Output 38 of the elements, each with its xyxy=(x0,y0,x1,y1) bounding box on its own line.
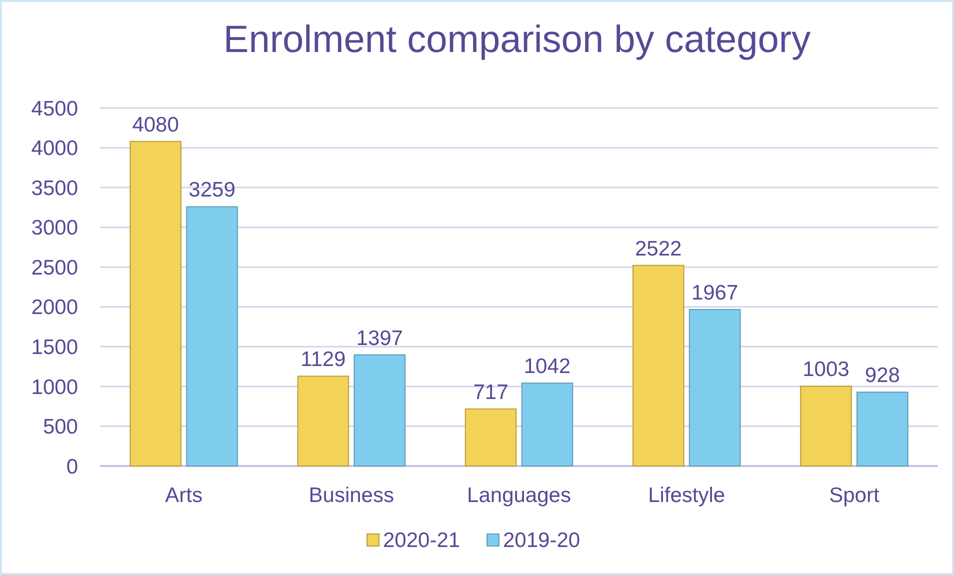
bar xyxy=(130,140,182,466)
x-tick-label: Arts xyxy=(165,484,202,507)
data-label: 1042 xyxy=(524,355,571,378)
bar xyxy=(297,376,350,466)
bar xyxy=(800,386,852,466)
data-label: 1967 xyxy=(691,282,738,305)
y-tick-label: 500 xyxy=(42,416,78,439)
chart-title: Enrolment comparison by category xyxy=(223,19,811,61)
bar xyxy=(856,392,908,466)
y-tick-label: 4500 xyxy=(31,97,78,120)
data-label: 928 xyxy=(864,364,900,388)
bar xyxy=(688,309,741,466)
data-label: 717 xyxy=(473,380,508,404)
y-tick-label: 3000 xyxy=(31,216,78,240)
y-tick-label: 2500 xyxy=(31,256,78,280)
data-label: 2522 xyxy=(635,237,682,260)
data-label: 4080 xyxy=(132,113,179,136)
data-label: 1397 xyxy=(356,326,403,350)
x-tick-label: Sport xyxy=(829,484,880,507)
data-label: 1129 xyxy=(300,348,346,372)
bar xyxy=(464,408,517,466)
data-label: 3259 xyxy=(188,178,236,202)
y-tick-label: 3500 xyxy=(31,176,78,200)
bar xyxy=(521,382,574,466)
y-tick-label: 1500 xyxy=(31,336,78,360)
bar xyxy=(354,354,406,466)
x-tick-label: Languages xyxy=(467,484,571,507)
bar xyxy=(186,206,238,466)
bar xyxy=(632,264,684,466)
x-tick-label: Business xyxy=(308,484,394,507)
legend-label: 2020-21 xyxy=(383,529,460,552)
y-tick-label: 1000 xyxy=(31,376,78,399)
legend-label: 2019-20 xyxy=(503,529,580,552)
y-tick-label: 4000 xyxy=(31,137,78,160)
data-label: 1003 xyxy=(802,358,850,382)
x-tick-label: Lifestyle xyxy=(648,484,726,507)
y-tick-label: 2000 xyxy=(31,296,78,320)
y-tick-label: 0 xyxy=(66,455,78,478)
